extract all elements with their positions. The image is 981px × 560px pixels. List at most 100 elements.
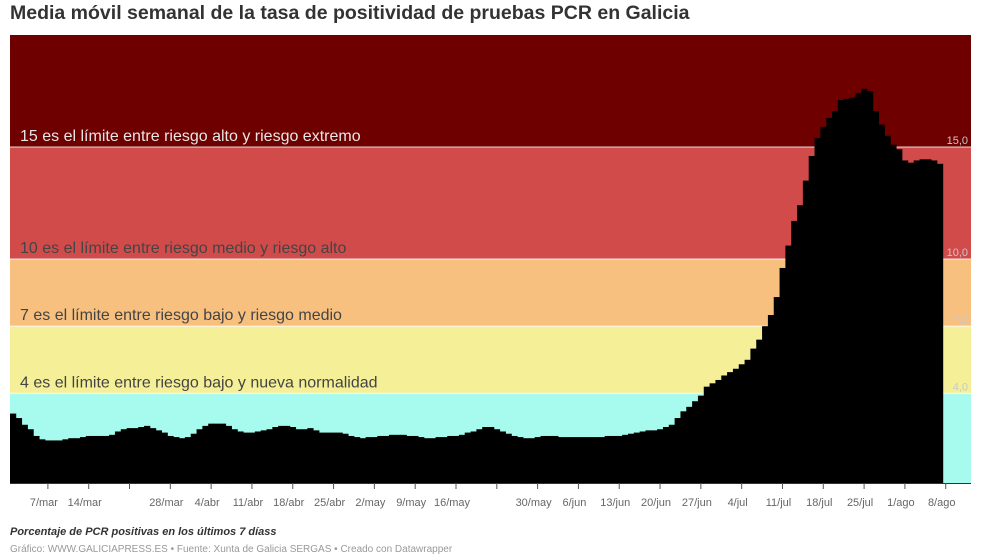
bar — [21, 424, 28, 483]
x-tick-label: 4/jul — [728, 497, 748, 509]
band-label: 10 es el límite entre riesgo medio y rie… — [20, 240, 346, 257]
bar — [808, 155, 815, 483]
bar — [692, 401, 699, 483]
bar — [552, 435, 559, 483]
bar — [103, 435, 110, 483]
y-tick-label: 4,0 — [953, 381, 968, 393]
bar — [353, 437, 361, 483]
bar — [657, 429, 664, 483]
bar — [266, 429, 273, 483]
bar — [318, 432, 326, 483]
x-tick-label: 8/ago — [928, 497, 956, 509]
x-tick-label: 25/abr — [314, 497, 346, 509]
bar — [488, 427, 495, 483]
bar — [91, 435, 98, 483]
bar — [243, 432, 250, 483]
bar — [867, 91, 874, 483]
bar — [727, 372, 734, 483]
bar — [394, 434, 402, 483]
bar — [208, 423, 215, 483]
bar — [348, 435, 355, 483]
x-tick-label: 11/abr — [233, 497, 264, 509]
x-tick-label: 28/mar — [149, 497, 184, 509]
bar — [155, 430, 162, 483]
bar — [225, 425, 232, 483]
bar — [464, 432, 471, 483]
chart-source: Gráfico: WWW.GALICIAPRESS.ES • Fuente: X… — [10, 544, 453, 555]
bar — [74, 438, 81, 483]
bar — [732, 368, 740, 483]
bar — [884, 135, 891, 484]
bar — [785, 245, 792, 483]
bar — [558, 437, 565, 483]
bar — [878, 124, 885, 483]
bar — [604, 435, 611, 483]
bar — [184, 437, 192, 483]
bar — [161, 432, 168, 483]
band-label: 4 es el límite entre riesgo bajo y nueva… — [20, 374, 378, 391]
bar — [826, 117, 833, 483]
bar — [68, 438, 75, 483]
bar — [85, 435, 93, 483]
bar — [925, 159, 932, 483]
x-tick-label: 25/jul — [847, 497, 873, 509]
x-tick-label: 18/abr — [273, 497, 305, 509]
x-tick-label: 4/abr — [195, 497, 220, 509]
bar — [645, 430, 652, 483]
x-tick-label: 14/mar — [68, 497, 103, 509]
bar — [493, 429, 501, 483]
bar — [109, 434, 116, 483]
bar — [120, 429, 127, 483]
bar — [837, 99, 845, 484]
bar — [616, 435, 623, 483]
bar — [861, 88, 868, 483]
bar — [388, 434, 396, 483]
bar — [114, 431, 122, 483]
bar — [278, 425, 285, 483]
bar — [540, 435, 547, 483]
bar — [855, 93, 862, 484]
bar — [336, 432, 343, 483]
bar — [896, 149, 903, 484]
bar — [482, 427, 489, 483]
bar — [359, 438, 367, 483]
bar — [534, 437, 541, 483]
bar — [662, 427, 670, 483]
bar — [674, 418, 681, 483]
bar — [773, 297, 780, 483]
bar — [511, 435, 518, 483]
bar — [820, 126, 827, 483]
bar — [400, 434, 407, 483]
bar — [289, 427, 297, 483]
bar — [528, 438, 536, 483]
bar — [418, 437, 425, 483]
bar — [249, 432, 256, 483]
bar — [272, 427, 279, 483]
bar — [849, 97, 856, 483]
x-tick-label: 16/may — [434, 497, 471, 509]
bar — [890, 144, 897, 483]
bar — [610, 435, 617, 483]
bar — [33, 435, 40, 483]
bar — [598, 437, 606, 483]
bar — [62, 439, 69, 483]
bar — [593, 437, 600, 483]
bar — [499, 431, 506, 483]
bar — [523, 438, 530, 483]
bar — [546, 435, 553, 483]
bar — [569, 437, 576, 483]
bar — [365, 437, 372, 483]
bar — [721, 375, 728, 483]
bar — [767, 315, 775, 483]
x-tick-label: 7/mar — [30, 497, 58, 509]
bar — [27, 429, 34, 483]
bar — [412, 435, 419, 483]
band-label: 7 es el límite entre riesgo bajo y riesg… — [20, 307, 342, 324]
bar — [936, 163, 944, 484]
bar — [802, 180, 810, 483]
bar — [179, 438, 186, 483]
bar — [791, 220, 798, 484]
bar — [435, 437, 442, 483]
x-tick-label: 18/jul — [806, 497, 832, 509]
bar — [575, 437, 582, 483]
